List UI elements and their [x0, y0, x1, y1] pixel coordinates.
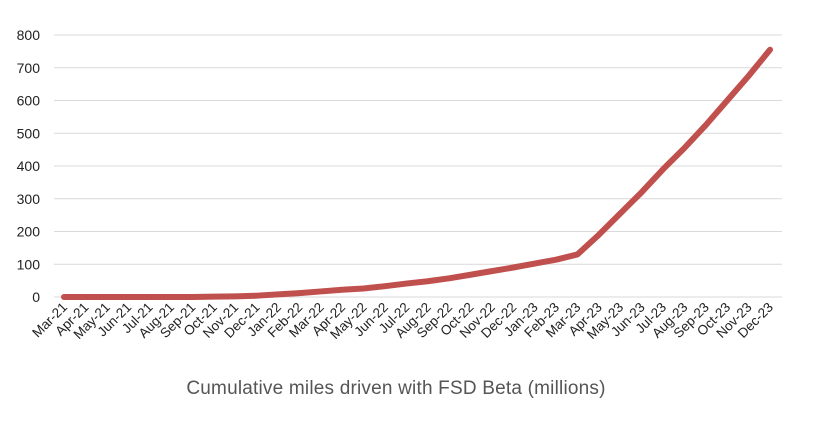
data-point-nov-23: [748, 75, 750, 77]
data-point-mar-21: [63, 296, 65, 298]
data-point-apr-23: [598, 234, 600, 236]
y-tick-label-300: 300: [17, 191, 41, 207]
y-axis-ticks: 0 100 200 300 400 500 600 700 800: [17, 27, 41, 305]
data-point-jan-23: [534, 263, 536, 265]
y-tick-label-100: 100: [17, 256, 41, 272]
series-line-0: [61, 46, 773, 300]
data-point-may-22: [363, 287, 365, 289]
y-tick-label-800: 800: [17, 27, 41, 43]
data-point-jun-23: [641, 191, 643, 193]
y-tick-label-0: 0: [32, 289, 40, 305]
data-point-feb-22: [298, 292, 300, 294]
data-point-mar-23: [576, 253, 578, 255]
data-point-sep-21: [191, 296, 193, 298]
y-tick-label-600: 600: [17, 93, 41, 109]
data-point-aug-22: [427, 280, 429, 282]
data-point-dec-21: [256, 295, 258, 297]
data-point-jan-22: [277, 293, 279, 295]
data-point-apr-22: [341, 289, 343, 291]
gridlines: [54, 34, 782, 265]
data-point-nov-22: [491, 270, 493, 272]
data-point-nov-21: [234, 295, 236, 297]
data-point-dec-22: [512, 267, 514, 269]
chart-title: Cumulative miles driven with FSD Beta (m…: [186, 378, 606, 399]
data-point-jun-22: [384, 285, 386, 287]
data-point-may-21: [106, 296, 108, 298]
y-tick-label-200: 200: [17, 224, 41, 240]
series-group: [61, 46, 773, 300]
data-point-jul-21: [149, 296, 151, 298]
y-tick-label-700: 700: [17, 60, 41, 76]
data-point-sep-23: [705, 124, 707, 126]
data-point-oct-23: [726, 100, 728, 101]
data-point-jul-22: [405, 283, 407, 285]
y-tick-label-500: 500: [17, 125, 41, 141]
y-tick-label-400: 400: [17, 158, 41, 174]
data-point-mar-22: [320, 290, 322, 292]
data-point-dec-23: [769, 49, 771, 51]
data-point-aug-21: [170, 296, 172, 298]
data-point-may-23: [619, 212, 621, 214]
x-axis-ticks: Mar-21Apr-21May-21Jun-21Jul-21Aug-21Sep-…: [29, 300, 776, 342]
data-point-apr-21: [84, 296, 86, 298]
data-point-jun-21: [127, 296, 129, 298]
data-point-jul-23: [662, 168, 664, 170]
data-point-sep-22: [448, 277, 450, 279]
data-point-oct-21: [213, 296, 215, 298]
data-point-feb-23: [555, 259, 557, 261]
data-point-aug-23: [683, 147, 685, 149]
data-point-oct-22: [469, 274, 471, 276]
